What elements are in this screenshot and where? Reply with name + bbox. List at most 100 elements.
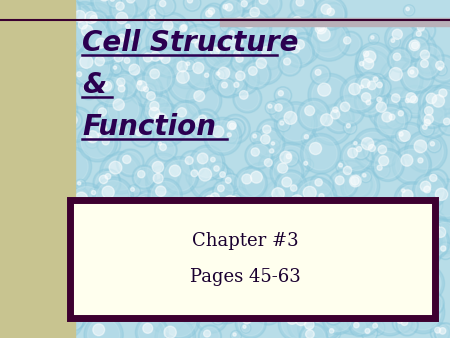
Circle shape (0, 240, 3, 246)
Circle shape (126, 0, 135, 3)
Circle shape (198, 252, 226, 280)
Circle shape (284, 24, 308, 49)
Circle shape (69, 187, 104, 221)
Circle shape (172, 274, 208, 310)
Circle shape (190, 212, 203, 225)
Circle shape (404, 223, 415, 235)
Circle shape (168, 273, 202, 306)
Circle shape (37, 219, 75, 258)
Circle shape (269, 140, 280, 150)
Circle shape (264, 249, 280, 265)
Circle shape (324, 211, 360, 247)
Circle shape (278, 173, 304, 200)
Circle shape (346, 303, 380, 336)
Circle shape (374, 235, 379, 240)
Circle shape (288, 32, 320, 64)
Circle shape (204, 73, 209, 77)
Bar (70, 200, 435, 318)
Circle shape (31, 147, 42, 159)
Circle shape (409, 39, 428, 58)
Circle shape (230, 50, 255, 74)
Circle shape (84, 315, 123, 338)
Circle shape (251, 207, 285, 240)
Circle shape (400, 304, 409, 312)
Circle shape (412, 19, 436, 42)
Circle shape (351, 320, 366, 335)
Circle shape (30, 284, 54, 308)
Circle shape (336, 298, 369, 331)
Circle shape (397, 308, 409, 320)
Circle shape (212, 126, 224, 137)
Circle shape (9, 148, 18, 158)
Circle shape (349, 83, 360, 95)
Circle shape (360, 294, 386, 320)
Circle shape (304, 135, 309, 139)
Circle shape (184, 27, 213, 57)
Circle shape (136, 129, 143, 136)
Circle shape (438, 67, 442, 70)
Circle shape (420, 123, 433, 135)
Circle shape (165, 255, 171, 261)
Circle shape (135, 167, 154, 187)
Circle shape (230, 123, 236, 129)
Circle shape (219, 257, 255, 292)
Circle shape (412, 204, 426, 218)
Circle shape (45, 228, 57, 239)
Circle shape (282, 308, 312, 338)
Circle shape (396, 128, 410, 143)
Circle shape (73, 17, 111, 55)
Circle shape (35, 259, 61, 285)
Circle shape (12, 175, 27, 191)
Circle shape (241, 1, 248, 7)
Circle shape (406, 37, 430, 60)
Circle shape (310, 142, 322, 154)
Circle shape (387, 90, 411, 113)
Circle shape (64, 284, 85, 304)
Circle shape (74, 70, 88, 83)
Circle shape (410, 70, 414, 74)
Circle shape (161, 273, 174, 286)
Circle shape (234, 200, 247, 212)
Circle shape (312, 175, 332, 195)
Circle shape (104, 213, 144, 252)
Circle shape (91, 33, 119, 61)
Circle shape (291, 195, 304, 208)
Circle shape (189, 112, 216, 140)
Circle shape (148, 220, 155, 226)
Circle shape (225, 118, 245, 139)
Circle shape (347, 231, 380, 263)
Circle shape (124, 242, 153, 271)
Circle shape (110, 0, 137, 24)
Circle shape (266, 102, 277, 113)
Circle shape (251, 148, 259, 156)
Circle shape (58, 83, 62, 88)
Circle shape (356, 42, 394, 81)
Circle shape (67, 310, 75, 317)
Circle shape (315, 190, 332, 207)
Circle shape (392, 146, 432, 185)
Circle shape (207, 43, 231, 67)
Circle shape (310, 65, 330, 85)
Circle shape (120, 0, 149, 17)
Circle shape (274, 223, 306, 254)
Circle shape (65, 316, 75, 325)
Circle shape (386, 222, 418, 255)
Circle shape (33, 15, 42, 23)
Circle shape (121, 56, 157, 92)
Circle shape (144, 215, 165, 237)
Circle shape (306, 304, 340, 338)
Circle shape (340, 163, 362, 185)
Circle shape (34, 302, 68, 337)
Circle shape (288, 196, 310, 217)
Circle shape (357, 82, 369, 94)
Circle shape (391, 210, 403, 222)
Circle shape (364, 77, 387, 101)
Circle shape (436, 225, 439, 229)
Circle shape (389, 271, 393, 275)
Circle shape (18, 137, 24, 144)
Circle shape (355, 50, 391, 87)
Circle shape (317, 28, 330, 41)
Circle shape (350, 306, 378, 333)
Circle shape (92, 102, 119, 129)
Circle shape (368, 241, 389, 262)
